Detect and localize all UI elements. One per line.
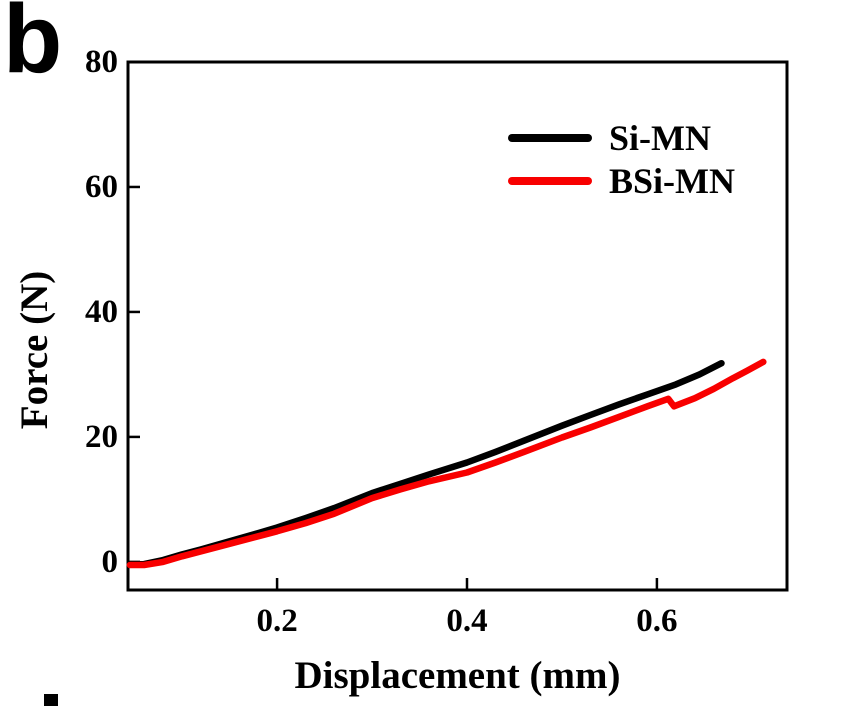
- curve-si-mn: [126, 359, 725, 568]
- y-tick-label: 60: [85, 168, 118, 205]
- y-tick-label: 40: [85, 293, 118, 330]
- legend-line-swatch-red: [508, 176, 592, 185]
- panel-label: b: [3, 0, 63, 93]
- legend-label: Si-MN: [609, 117, 711, 158]
- x-tick-label: 0.6: [636, 603, 678, 639]
- y-tick-label: 80: [85, 44, 118, 80]
- y-axis-title: Force (N): [13, 270, 56, 430]
- partial-next-panel-label: [44, 694, 58, 706]
- legend-entry-bsi-mn: BSi-MN: [508, 159, 735, 202]
- legend: Si-MN BSi-MN: [508, 116, 735, 202]
- y-tick-label: 0: [101, 543, 119, 580]
- legend-entry-si-mn: Si-MN: [508, 116, 735, 159]
- legend-line-swatch-black: [508, 133, 592, 142]
- x-tick-label: 0.2: [256, 603, 298, 639]
- curve-bsi-mn: [126, 358, 767, 569]
- y-tick-label: 20: [85, 418, 118, 455]
- legend-label: BSi-MN: [609, 160, 735, 201]
- axes-frame: [126, 60, 789, 592]
- x-tick-label: 0.4: [446, 603, 488, 639]
- x-axis-title: Displacement (mm): [294, 654, 621, 697]
